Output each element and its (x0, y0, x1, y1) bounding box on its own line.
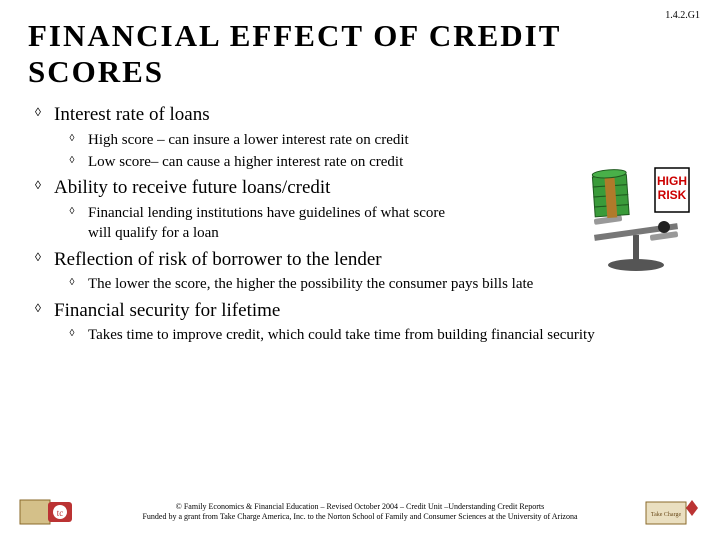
footer: tc © Family Economics & Financial Educat… (0, 494, 720, 530)
slide: 1.4.2.G1 Financial Effect of Credit Scor… (0, 0, 720, 540)
diamond-icon: ◊ (66, 325, 78, 343)
footer-logo-right: Take Charge (642, 494, 702, 530)
list-item: ◊ Takes time to improve credit, which co… (66, 325, 692, 345)
list-item: ◊ Financial security for lifetime ◊ Take… (32, 299, 692, 346)
diamond-icon: ◊ (32, 103, 44, 122)
footer-text: © Family Economics & Financial Education… (86, 502, 634, 523)
page-code: 1.4.2.G1 (665, 10, 700, 21)
bullet-text: Reflection of risk of borrower to the le… (54, 248, 382, 273)
diamond-icon: ◊ (66, 274, 78, 292)
diamond-icon: ◊ (32, 248, 44, 267)
sub-text: The lower the score, the higher the poss… (88, 274, 533, 294)
sub-text: Takes time to improve credit, which coul… (88, 325, 595, 345)
diamond-icon: ◊ (66, 203, 78, 221)
svg-text:HIGH: HIGH (657, 174, 687, 188)
high-risk-sign: HIGH RISK (654, 167, 690, 213)
diamond-icon: ◊ (32, 176, 44, 195)
svg-text:Take Charge: Take Charge (651, 512, 682, 518)
footer-logo-left: tc (18, 494, 78, 530)
sub-text: Financial lending institutions have guid… (88, 203, 448, 244)
svg-text:RISK: RISK (658, 188, 687, 202)
list-item: ◊ High score – can insure a lower intere… (66, 130, 692, 150)
bullet-text: Ability to receive future loans/credit (54, 176, 330, 201)
bullet-text: Financial security for lifetime (54, 299, 280, 324)
diamond-icon: ◊ (66, 152, 78, 170)
footer-line1: © Family Economics & Financial Education… (86, 502, 634, 512)
sub-text: High score – can insure a lower interest… (88, 130, 409, 150)
footer-line2: Funded by a grant from Take Charge Ameri… (86, 512, 634, 522)
svg-text:tc: tc (57, 508, 64, 518)
diamond-icon: ◊ (66, 130, 78, 148)
page-title: Financial Effect of Credit Scores (28, 18, 692, 89)
sub-text: Low score– can cause a higher interest r… (88, 152, 403, 172)
clipart-money-scale: HIGH RISK (576, 165, 696, 275)
sub-list: ◊ Takes time to improve credit, which co… (32, 325, 692, 345)
list-item: ◊ The lower the score, the higher the po… (66, 274, 692, 294)
diamond-icon: ◊ (32, 299, 44, 318)
list-item: ◊ Interest rate of loans ◊ High score – … (32, 103, 692, 172)
bullet-text: Interest rate of loans (54, 103, 210, 128)
sub-list: ◊ The lower the score, the higher the po… (32, 274, 692, 294)
